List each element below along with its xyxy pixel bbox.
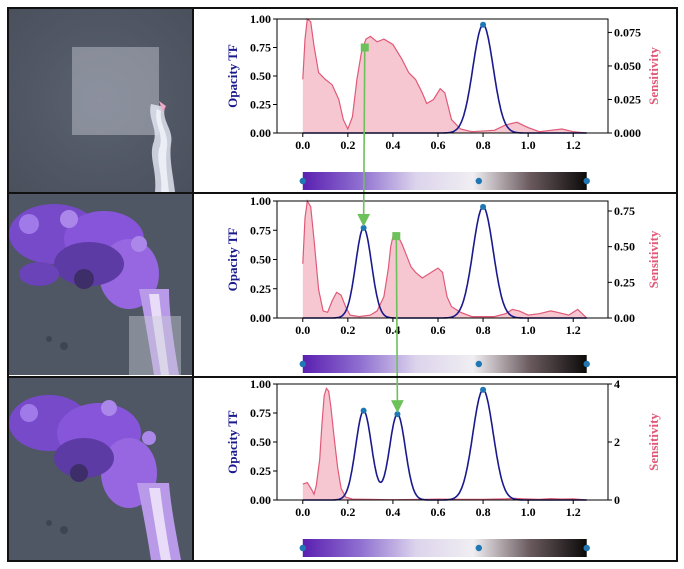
- x-tick-label: 0.2: [340, 505, 355, 519]
- left-tick-label: 0.75: [250, 41, 271, 55]
- sensitivity-line: [302, 199, 588, 319]
- colormap-control-point: [299, 177, 306, 185]
- sensitivity-line: [302, 387, 587, 501]
- volume-render-3: [9, 378, 192, 560]
- control-point: [360, 407, 367, 414]
- right-tick-label: 0.075: [614, 25, 641, 39]
- left-tick-label: 0.00: [250, 311, 271, 325]
- colormap-bar: [302, 539, 587, 557]
- colormap-control-point: [475, 177, 483, 185]
- x-tick-label: 0.6: [430, 505, 445, 519]
- x-tick-label: 1.0: [521, 323, 536, 337]
- colormap-control-point: [583, 177, 590, 185]
- render-panel-2: [9, 194, 192, 375]
- left-tick-label: 0.25: [250, 464, 271, 478]
- colormap-control-point: [475, 544, 483, 552]
- right-tick-label: 0.025: [614, 92, 641, 106]
- right-tick-label: 0.75: [614, 204, 635, 218]
- left-tick-label: 0.75: [250, 223, 271, 237]
- left-tick-label: 0.00: [250, 493, 271, 507]
- x-tick-label: 0.4: [385, 323, 400, 337]
- x-tick-label: 0.0: [295, 323, 310, 337]
- colormap-control-point: [299, 544, 306, 552]
- x-tick-label: 0.6: [430, 138, 445, 152]
- x-tick-label: 0.2: [340, 323, 355, 337]
- left-tick-label: 0.00: [250, 126, 271, 140]
- left-tick-label: 0.50: [250, 69, 271, 83]
- x-tick-label: 0.0: [295, 505, 310, 519]
- x-tick-label: 0.4: [385, 505, 400, 519]
- x-tick-label: 0.4: [385, 138, 400, 152]
- x-tick-label: 0.8: [476, 323, 491, 337]
- chart-1: 0.00 0.25 0.50 0.75 1.00 0.000 0.025 0.050 0.075…: [225, 12, 661, 190]
- x-tick-label: 0.6: [430, 323, 445, 337]
- left-tick-label: 0.50: [250, 435, 271, 449]
- sensitivity-area: [302, 201, 587, 318]
- right-axis-label: Sensitivity: [646, 47, 661, 105]
- panel-divider-1: [7, 192, 678, 194]
- left-axis-label: Opacity TF: [225, 228, 240, 292]
- opacity-tf-curve: [302, 389, 587, 501]
- x-tick-label: 1.0: [521, 138, 536, 152]
- right-tick-label: 0.50: [614, 240, 635, 254]
- colormap-bar: [302, 355, 587, 373]
- selection-box[interactable]: [72, 47, 159, 135]
- sensitivity-area: [302, 388, 587, 500]
- colormap-control-point: [299, 360, 306, 368]
- x-tick-label: 0.0: [295, 138, 310, 152]
- right-tick-label: 0.000: [614, 126, 641, 140]
- link-arrow: [390, 236, 404, 413]
- right-axis-label: Sensitivity: [646, 413, 661, 471]
- link-arrow: [357, 47, 371, 227]
- right-tick-label: 0.050: [614, 59, 641, 73]
- right-tick-label: 0: [614, 493, 620, 507]
- sensitivity-area: [302, 19, 587, 133]
- control-point: [360, 224, 367, 231]
- left-tick-label: 0.75: [250, 406, 271, 420]
- right-tick-label: 0.25: [614, 275, 635, 289]
- x-tick-label: 1.2: [566, 505, 581, 519]
- colormap-control-point: [583, 360, 590, 368]
- x-tick-label: 1.2: [566, 138, 581, 152]
- left-tick-label: 1.00: [250, 12, 271, 26]
- control-point: [394, 411, 401, 418]
- left-tick-label: 1.00: [250, 377, 271, 391]
- right-tick-label: 0.00: [614, 311, 635, 325]
- sensitivity-line: [302, 17, 587, 134]
- right-tick-label: 2: [614, 435, 620, 449]
- left-axis-label: Opacity TF: [225, 44, 240, 108]
- left-tick-label: 0.50: [250, 253, 271, 267]
- colormap-bar: [302, 172, 587, 190]
- control-point: [480, 21, 487, 28]
- x-tick-label: 0.8: [476, 138, 491, 152]
- x-tick-label: 0.8: [476, 505, 491, 519]
- colormap-control-point: [583, 544, 590, 552]
- selection-box[interactable]: [129, 316, 181, 375]
- chart-3: 0.00 0.25 0.50 0.75 1.00 0 2 4 0.0 0.2 0.4 0.6 0.8 1.…: [225, 377, 661, 557]
- left-axis-label: Opacity TF: [225, 410, 240, 474]
- volume-render-1: [9, 9, 192, 192]
- x-tick-label: 1.0: [521, 505, 536, 519]
- x-tick-label: 1.2: [566, 323, 581, 337]
- left-tick-label: 0.25: [250, 98, 271, 112]
- right-tick-label: 4: [614, 377, 620, 391]
- control-point: [480, 386, 487, 393]
- left-tick-label: 1.00: [250, 194, 271, 208]
- x-tick-label: 0.2: [340, 138, 355, 152]
- render-panel-1: [9, 9, 192, 192]
- volume-render-2: [9, 194, 192, 375]
- right-axis-label: Sensitivity: [646, 230, 661, 288]
- control-point: [480, 203, 487, 210]
- colormap-control-point: [475, 360, 483, 368]
- left-tick-label: 0.25: [250, 282, 271, 296]
- panel-divider-vertical: [192, 7, 194, 562]
- render-panel-3: [9, 378, 192, 560]
- panel-divider-2: [7, 376, 678, 378]
- chart-2: 0.00 0.25 0.50 0.75 1.00 0.00 0.25 0.50 0.75 0.0 0…: [225, 194, 661, 373]
